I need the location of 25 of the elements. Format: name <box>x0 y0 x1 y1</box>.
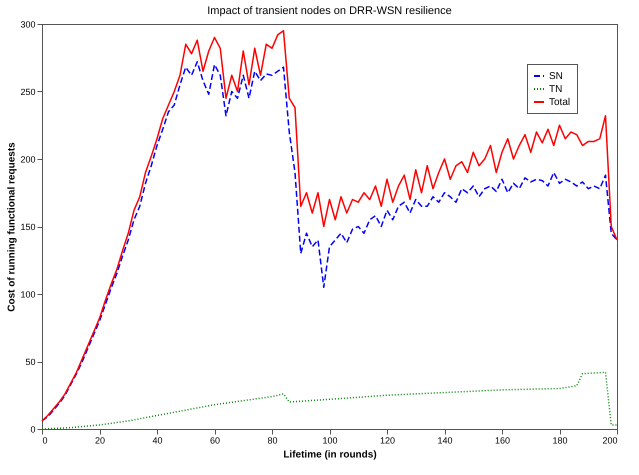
line-series <box>41 372 618 430</box>
y-tick-label: 50 <box>25 357 36 367</box>
x-tick-label: 180 <box>552 436 568 446</box>
y-tick-label: 0 <box>30 424 36 434</box>
x-tick-label: 20 <box>94 436 106 446</box>
legend-label: TN <box>549 84 562 95</box>
x-tick-label: 100 <box>322 436 338 446</box>
x-tick-label: 120 <box>380 436 396 446</box>
y-tick-label: 200 <box>20 154 36 164</box>
x-axis-title: Lifetime (in rounds) <box>283 450 377 460</box>
x-tick-label: 140 <box>437 436 453 446</box>
x-tick-label: 80 <box>267 436 278 446</box>
y-axis-title: Cost of running functional requests <box>6 142 18 312</box>
y-tick-label: 100 <box>20 290 36 300</box>
x-tick-label: 60 <box>210 436 220 446</box>
y-tick-label: 300 <box>20 20 36 30</box>
legend-label: Total <box>549 97 570 108</box>
y-tick-label: 250 <box>20 87 36 97</box>
x-tick-label: 200 <box>602 436 618 446</box>
legend-label: SN <box>549 71 563 82</box>
y-tick-label: 150 <box>20 222 36 232</box>
x-tick-label: 0 <box>42 436 48 446</box>
chart-title: Impact of transient nodes on DRR-WSN resilience <box>207 5 452 17</box>
x-tick-label: 40 <box>152 436 163 446</box>
x-tick-label: 160 <box>494 436 510 446</box>
